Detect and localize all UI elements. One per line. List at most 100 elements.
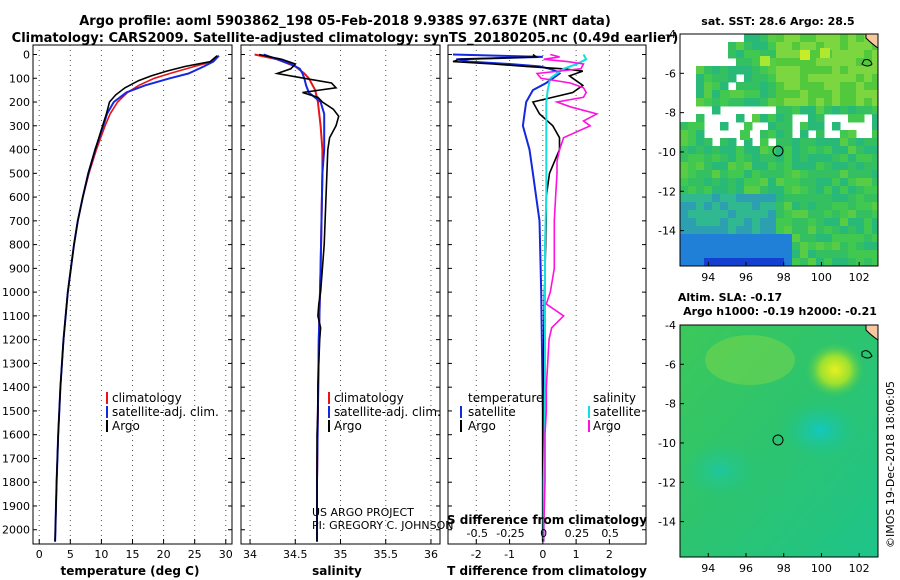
depth-tick-label: 400 [9,144,30,157]
x-tick-label: 35.5 [373,548,398,561]
sst-cell [784,122,793,131]
sst-cell [800,130,809,139]
sst-cell [696,226,705,235]
sst-cell [832,170,841,179]
difference-lines [452,53,599,542]
sst-cell [744,234,753,243]
x-tick-label: 34.5 [283,548,308,561]
legend-title-temperature: temperature [468,391,543,405]
series-line-t-satellite [452,53,562,542]
sst-cell [816,258,825,266]
sst-argo-location-marker [772,145,784,157]
sst-cell [824,250,833,259]
difference-legend-temperature: temperature satellite Argo [460,391,543,433]
sst-cell [784,90,793,99]
sst-cell [840,266,849,275]
sst-cell [800,186,809,195]
sst-cell [744,218,753,227]
sst-cell [680,210,689,219]
sst-cell [848,194,857,203]
sst-cell [800,242,809,251]
sst-cell [864,98,873,107]
sst-cell [744,258,753,266]
sst-cell [720,138,729,147]
difference-xlabel: T difference from climatology [447,564,647,578]
sst-cell [736,258,745,266]
sst-map-frame [679,33,879,267]
sst-cell [736,218,745,227]
sst-cell [776,186,785,195]
sst-cell [800,210,809,219]
sst-cell [872,74,878,83]
sst-cell [688,186,697,195]
sst-cell [744,162,753,171]
sst-cell [816,58,825,67]
sst-cell [728,90,737,99]
depth-tick-label: 1900 [2,500,30,513]
sst-cell [800,202,809,211]
sst-cell [760,170,769,179]
depth-tick-label: 1400 [2,381,30,394]
sst-cell [824,42,833,51]
sst-cell [696,122,705,131]
sst-cell [712,202,721,211]
sst-cell [816,90,825,99]
sst-cell [840,98,849,107]
sst-cell [776,234,785,243]
sst-cell [752,202,761,211]
sst-cell [784,130,793,139]
sst-cell [784,202,793,211]
sst-cell [808,50,817,59]
sst-cell [744,242,753,251]
sst-cell [856,170,865,179]
sst-cell [848,178,857,187]
sst-cell [776,162,785,171]
sst-cell [856,34,865,43]
sst-cell [736,98,745,107]
sst-cell [720,218,729,227]
sst-cell [680,226,689,235]
sst-cell [784,66,793,75]
sst-cell [792,218,801,227]
sst-cell [840,202,849,211]
sst-cell [752,210,761,219]
series-line-satellite-adj-clim- [54,55,220,542]
series-line-s-satellite [542,54,588,542]
sst-cell [840,34,849,43]
sst-cell [744,74,753,83]
sst-cell [728,250,737,259]
sst-cell [816,82,825,91]
sst-cell [768,258,777,266]
sst-cell [808,34,817,43]
x-tick-label: 10 [94,548,108,561]
sst-cell [760,74,769,83]
sst-cell [680,146,689,155]
sst-cell [720,90,730,100]
sst-cell [768,218,777,227]
sst-cell [712,66,721,75]
legend-label-argo: Argo [334,419,362,433]
legend-label-climatology: climatology [112,391,182,405]
sst-cell [736,82,745,91]
sst-cell [712,82,721,91]
sst-cell [696,218,705,227]
sst-cell [792,210,801,219]
sst-cell [808,258,817,266]
sst-cell [768,186,777,195]
sst-cell [752,74,761,83]
sst-cell [848,250,857,259]
sst-cell [752,50,761,59]
sst-cell [768,178,777,187]
legend-label-argo: Argo [112,419,140,433]
sst-cell [784,250,793,259]
sst-cell [712,186,721,195]
depth-tick-label: 1200 [2,334,30,347]
sst-cell [760,210,769,219]
sst-cell [824,98,833,107]
sst-cell [736,42,745,51]
sst-cell [784,218,793,227]
sst-cell [720,186,729,195]
sst-cell [792,50,801,59]
sst-cell [784,170,793,179]
sst-cell [792,170,801,179]
